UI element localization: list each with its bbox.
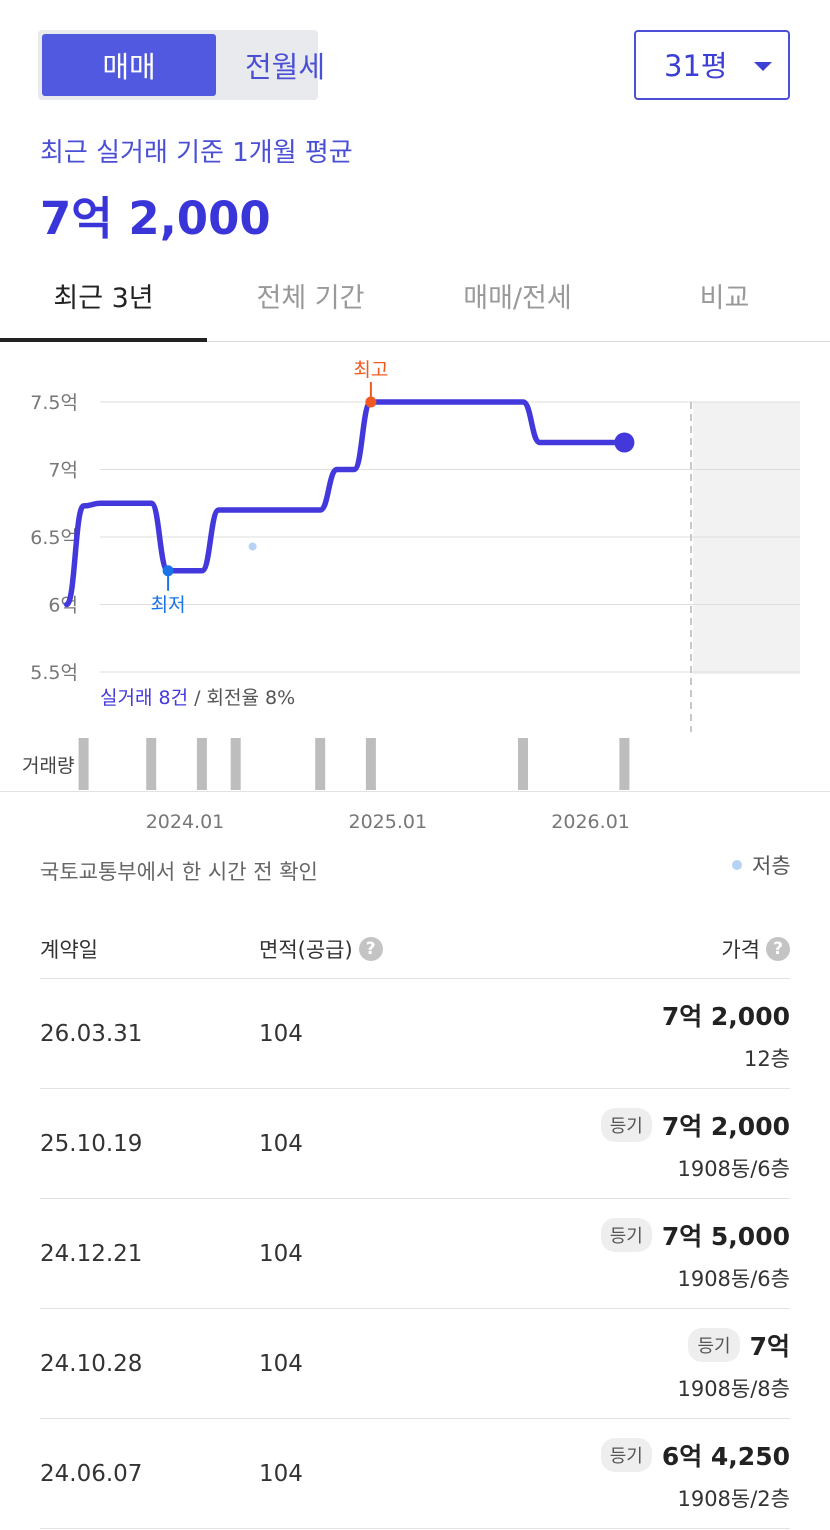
x-tick-label: 2026.01: [551, 811, 630, 833]
y-tick-label: 6.5억: [30, 527, 78, 549]
trade-type-toggle: 매매 전월세: [38, 30, 325, 100]
row-date: 26.03.31: [40, 1021, 143, 1047]
tab-all-period[interactable]: 전체 기간: [256, 283, 365, 314]
min-point: [162, 565, 174, 577]
volume-bar: [518, 738, 528, 790]
max-label: 최고: [353, 359, 388, 381]
price-series-line: [63, 399, 628, 608]
size-select[interactable]: 31평: [634, 30, 790, 100]
max-point: [365, 396, 377, 408]
chart-divider: [0, 791, 830, 792]
volume-bar: [230, 738, 241, 790]
registered-badge: 등기: [688, 1328, 740, 1362]
row-price: 7억 5,000: [661, 1222, 790, 1251]
row-date: 25.10.19: [40, 1131, 143, 1157]
row-area: 104: [259, 1241, 303, 1267]
header-area-label: 면적(공급): [259, 938, 353, 962]
table-row[interactable]: 25.10.19 104 등기 7억 2,000 1908동/6층: [40, 1089, 790, 1199]
registered-badge: 등기: [600, 1218, 652, 1252]
volume-bar: [365, 738, 376, 790]
row-area: 104: [259, 1461, 303, 1487]
legend-low-floor-label: 저층: [752, 854, 791, 878]
volume-bar: [196, 738, 207, 790]
header-date: 계약일: [40, 934, 98, 964]
period-tabs: 최근 3년 전체 기간 매매/전세 비교: [0, 258, 830, 342]
y-tick-label: 5.5억: [30, 662, 78, 684]
row-date: 24.10.28: [40, 1351, 143, 1377]
legend-low-floor: 저층: [732, 850, 791, 880]
y-tick-label: 6억: [48, 595, 78, 617]
volume-bar: [619, 738, 630, 790]
volume-bar: [146, 738, 157, 790]
caret-down-icon: [754, 62, 772, 71]
low-floor-point: [248, 542, 257, 551]
x-tick-label: 2025.01: [349, 811, 428, 833]
row-price-line: 등기 7억 5,000: [600, 1217, 790, 1253]
row-date: 24.06.07: [40, 1461, 143, 1487]
row-price-line: 7억 2,000: [662, 997, 790, 1033]
table-row[interactable]: 24.12.21 104 등기 7억 5,000 1908동/6층: [40, 1199, 790, 1309]
row-price-line: 등기 7억: [688, 1327, 790, 1363]
row-floor: 1908동/8층: [677, 1377, 790, 1401]
volume-bar: [78, 738, 89, 790]
header-price-label: 가격: [721, 938, 760, 962]
row-floor: 1908동/6층: [677, 1267, 790, 1291]
question-circle-icon[interactable]: ?: [766, 937, 790, 961]
volume-label: 거래량: [22, 755, 74, 777]
row-floor: 12층: [743, 1047, 790, 1071]
row-floor: 1908동/6층: [677, 1157, 790, 1181]
y-tick-label: 7.5억: [30, 392, 78, 414]
header-area: 면적(공급) ?: [259, 934, 383, 964]
question-circle-icon[interactable]: ?: [358, 937, 383, 961]
row-price: 7억 2,000: [661, 1002, 790, 1031]
low-floor-dot-icon: [732, 860, 742, 870]
table-row[interactable]: 26.03.31 104 7억 2,000 12층: [40, 979, 790, 1089]
table-row[interactable]: 24.06.07 104 등기 6억 4,250 1908동/2층: [40, 1419, 790, 1529]
row-area: 104: [259, 1131, 303, 1157]
row-price: 6억 4,250: [661, 1442, 790, 1471]
row-date: 24.12.21: [40, 1241, 143, 1267]
deals-count-label[interactable]: 실거래 8건 / 회전율 8%: [100, 687, 295, 709]
average-label: 최근 실거래 기준 1개월 평균: [40, 138, 353, 168]
header-price: 가격 ?: [721, 934, 790, 964]
size-select-value: 31평: [664, 49, 728, 83]
table-row[interactable]: 24.10.28 104 등기 7억 1908동/8층: [40, 1309, 790, 1419]
min-label: 최저: [151, 594, 186, 616]
row-price: 7억: [749, 1332, 790, 1361]
row-area: 104: [259, 1021, 303, 1047]
x-tick-label: 2024.01: [146, 811, 225, 833]
row-floor: 1908동/2층: [677, 1487, 790, 1511]
header-date-label: 계약일: [40, 938, 98, 962]
registered-badge: 등기: [600, 1438, 652, 1472]
data-source-text: 국토교통부에서 한 시간 전 확인: [40, 860, 318, 884]
tab-recent-3-years[interactable]: 최근 3년: [0, 258, 207, 342]
current-point: [614, 432, 635, 453]
future-area: [693, 402, 800, 674]
table-header-divider: [40, 978, 790, 979]
rent-toggle-button[interactable]: 전월세: [244, 50, 326, 84]
row-area: 104: [259, 1351, 303, 1377]
row-price-line: 등기 6억 4,250: [600, 1437, 790, 1473]
volume-bar: [315, 738, 326, 790]
tab-sale-vs-jeonse[interactable]: 매매/전세: [463, 283, 572, 314]
y-tick-label: 7억: [48, 460, 78, 482]
average-price: 7억 2,000: [40, 192, 271, 245]
tab-compare[interactable]: 비교: [699, 283, 750, 314]
registered-badge: 등기: [600, 1108, 652, 1142]
row-price-line: 등기 7억 2,000: [600, 1107, 790, 1143]
sale-toggle-button[interactable]: 매매: [42, 34, 216, 96]
row-price: 7억 2,000: [661, 1112, 790, 1141]
